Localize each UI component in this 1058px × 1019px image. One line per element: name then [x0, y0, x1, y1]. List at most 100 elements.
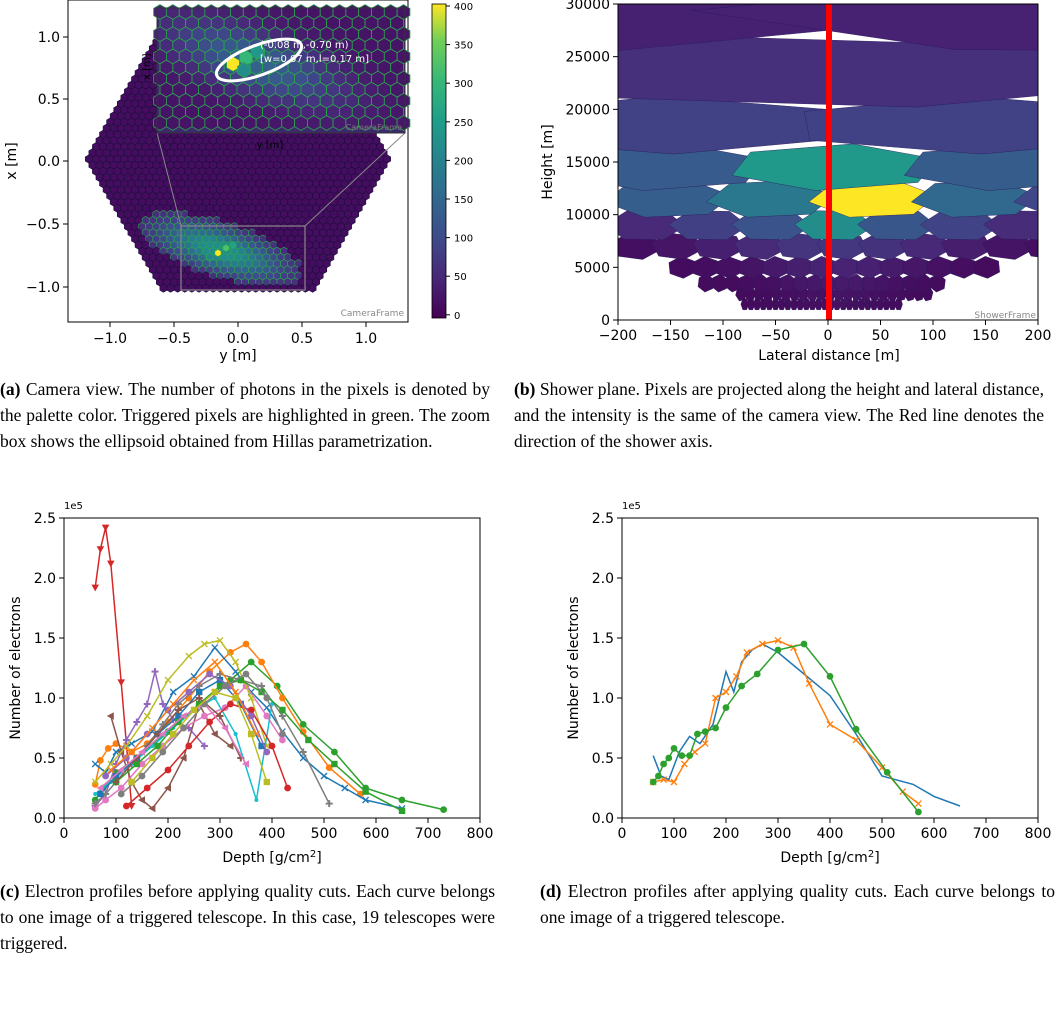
data-point	[665, 754, 673, 762]
inset-pixel	[166, 115, 180, 131]
data-point	[143, 784, 151, 792]
data-point	[299, 721, 307, 728]
shower-axis-ticks: −200 −150 −100 −50 0 50 100 150 200 30000 25000 200…	[565, 0, 1051, 344]
series-line	[652, 643, 961, 807]
caption-a: (a) Camera view. The number of photons i…	[0, 376, 490, 454]
y-tick-label: 0.5	[34, 751, 56, 767]
shower-plane-cell	[882, 298, 891, 310]
y-tick-label: 1.0	[592, 691, 614, 707]
y-tick-label: 15000	[565, 155, 610, 171]
caption-c-text: Electron profiles before applying qualit…	[0, 881, 495, 953]
camera-pixel	[187, 283, 196, 293]
colorbar-tick-label: 400	[454, 2, 473, 13]
camera-pixel	[273, 283, 281, 293]
data-point	[331, 760, 338, 768]
camera-frame-label: CameraFrame	[341, 309, 405, 319]
data-point	[320, 772, 328, 780]
data-point	[211, 644, 219, 652]
data-point	[206, 670, 214, 678]
data-point	[179, 712, 187, 720]
data-point	[91, 781, 99, 788]
x-tick-label: 50	[872, 328, 890, 344]
data-point	[670, 778, 678, 786]
data-point	[743, 648, 751, 656]
data-point	[655, 772, 662, 780]
inset-pixel	[255, 115, 270, 131]
x-tick-label: 800	[467, 826, 494, 842]
data-point	[175, 718, 182, 726]
caption-d-tag: (d)	[540, 881, 562, 901]
zoom-connector-right	[304, 132, 406, 227]
data-point	[107, 766, 115, 774]
data-point	[263, 704, 271, 712]
camera-pixel	[244, 283, 253, 293]
shower-y-axis-label: Height [m]	[540, 124, 556, 199]
x-tick-label: 600	[921, 826, 948, 842]
x-tick-label: 800	[1025, 826, 1052, 842]
camera-bright-pixel	[206, 253, 214, 261]
data-point	[242, 670, 250, 678]
inset-bright-pixel	[237, 62, 251, 78]
series-line	[110, 660, 258, 771]
data-point	[753, 670, 761, 678]
data-point	[263, 778, 270, 786]
inset-pixel	[153, 115, 167, 131]
data-point	[670, 745, 678, 752]
series-line	[99, 703, 247, 789]
hillas-ellipse	[214, 37, 304, 83]
data-point	[732, 672, 740, 680]
y-tick-label: 2.5	[592, 511, 614, 527]
x-tick-label: 600	[363, 826, 390, 842]
data-point	[91, 760, 99, 768]
data-point	[185, 742, 193, 750]
data-point	[169, 688, 177, 696]
data-point	[117, 679, 125, 687]
colorbar	[431, 3, 447, 319]
profiles-before-chart: 0 100 200 300 400 500 600 700 800 0.0 0.5 1.0 1.5 2.0…	[8, 501, 494, 866]
data-point	[127, 803, 136, 810]
data-point	[268, 742, 276, 750]
data-point	[279, 736, 286, 744]
colorbar-ticks: 400 350 300 250 200 150 100 50 0	[446, 2, 473, 322]
inset-pixel	[281, 115, 295, 131]
data-point	[826, 720, 834, 728]
camera-y-axis-label: x [m]	[4, 142, 20, 179]
data-point	[216, 682, 224, 690]
data-point	[678, 752, 686, 759]
data-point	[97, 790, 104, 798]
camera-pixel	[251, 283, 260, 293]
zoom-region-box	[180, 225, 306, 291]
colorbar-tick-label: 350	[454, 41, 473, 52]
data-point	[694, 730, 701, 738]
x-tick-label: 0.0	[227, 331, 249, 347]
colorbar-tick-label: 250	[454, 118, 473, 129]
camera-pixel	[308, 283, 317, 293]
data-point	[179, 754, 187, 762]
inset-pixel	[307, 115, 321, 131]
x-tick-label: 500	[311, 826, 338, 842]
y-tick-label: 10000	[565, 208, 610, 224]
caption-b-tag: (b)	[514, 379, 536, 399]
data-point	[212, 696, 217, 700]
camera-pixel	[166, 283, 175, 293]
inset-pixel	[204, 115, 219, 131]
data-point	[97, 757, 104, 764]
caption-b-text: Shower plane. Pixels are projected along…	[514, 379, 1044, 451]
y-tick-label: 1.5	[592, 631, 614, 647]
colorbar-tick-label: 0	[454, 311, 460, 322]
shower-plane-cell	[1023, 235, 1038, 258]
shower-plane-cell	[847, 273, 864, 293]
data-point	[247, 658, 255, 666]
inset-pixel	[319, 115, 334, 131]
data-point	[169, 700, 177, 708]
y-tick-label: 2.5	[34, 511, 56, 527]
shower-plane-cell	[802, 298, 811, 310]
camera-pixel	[230, 283, 239, 293]
data-point	[211, 658, 219, 666]
hillas-position-label: (-0.08 m,-0.70 m)	[260, 40, 349, 51]
data-point	[91, 778, 99, 786]
data-point	[117, 784, 125, 792]
data-point	[883, 769, 891, 776]
data-point	[128, 748, 136, 756]
x-tick-label: 700	[415, 826, 442, 842]
